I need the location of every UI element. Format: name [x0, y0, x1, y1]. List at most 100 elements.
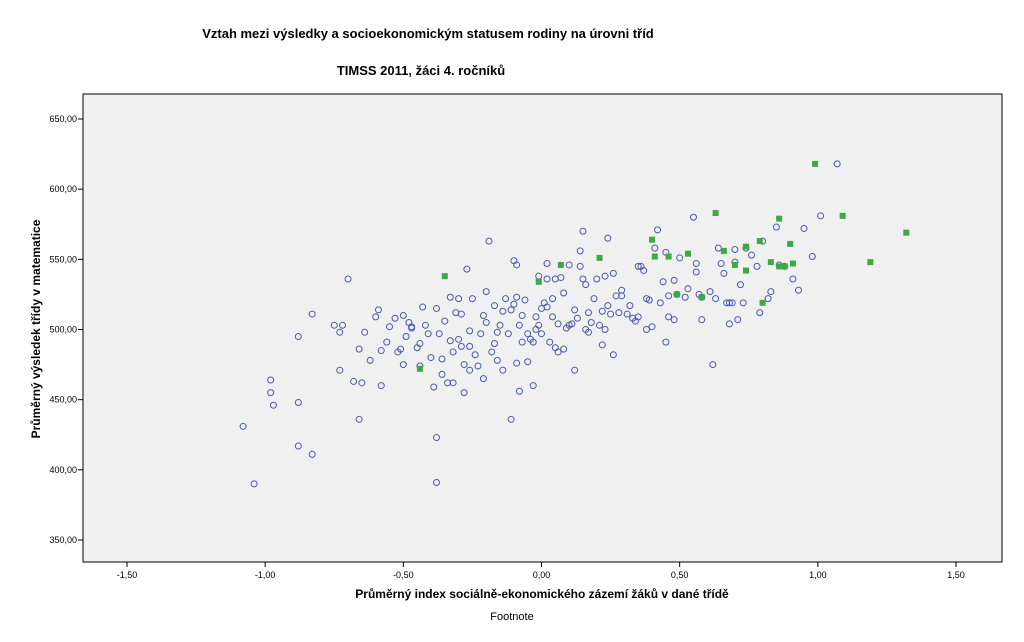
data-point-circle: [712, 295, 720, 303]
data-point-circle: [645, 296, 653, 304]
data-point-circle: [698, 316, 706, 324]
data-point-circle: [457, 310, 465, 318]
data-point-circle: [767, 288, 775, 296]
data-point-circle: [529, 338, 537, 346]
data-point-circle: [794, 286, 802, 294]
data-point-square: [776, 215, 783, 222]
data-point-circle: [546, 338, 554, 346]
data-point-circle: [377, 347, 385, 355]
data-point-circle: [665, 292, 673, 300]
data-point-circle: [402, 333, 410, 341]
data-point-circle: [361, 328, 369, 336]
data-point-circle: [355, 345, 363, 353]
data-point-circle: [269, 401, 277, 409]
data-point-circle: [725, 299, 733, 307]
data-point-square: [867, 259, 874, 266]
data-point-circle: [717, 260, 725, 268]
data-point-circle: [491, 302, 499, 310]
data-point-circle: [438, 355, 446, 363]
data-point-circle: [623, 310, 631, 318]
data-point-circle: [598, 341, 606, 349]
data-point-circle: [416, 340, 424, 348]
data-point-circle: [421, 321, 429, 329]
data-point-circle: [670, 316, 678, 324]
x-tick-label: -1,50: [117, 570, 138, 580]
data-point-square: [698, 294, 705, 301]
data-point-circle: [681, 293, 689, 301]
data-point-circle: [684, 285, 692, 293]
data-point-circle: [493, 328, 501, 336]
data-point-square: [535, 278, 542, 285]
data-point-circle: [662, 338, 670, 346]
y-tick-label: 550,00: [49, 254, 77, 264]
data-point-circle: [504, 330, 512, 338]
data-point-circle: [576, 262, 584, 270]
data-point-circle: [529, 382, 537, 390]
y-axis: 350,00 400,00 450,00 500,00 550,00 600,00 650,…: [49, 114, 83, 545]
data-point-circle: [449, 348, 457, 356]
data-point-circle: [482, 288, 490, 296]
data-point-circle: [576, 247, 584, 255]
data-point-circle: [772, 223, 780, 231]
data-point-circle: [507, 415, 515, 423]
data-point-circle: [460, 389, 468, 397]
data-point-circle: [463, 265, 471, 273]
data-point-square: [557, 261, 564, 268]
data-point-circle: [549, 295, 557, 303]
data-point-circle: [656, 299, 664, 307]
data-point-circle: [477, 330, 485, 338]
data-point-circle: [634, 262, 642, 270]
data-point-circle: [584, 309, 592, 317]
data-point-circle: [643, 326, 651, 333]
data-point-circle: [474, 362, 482, 370]
data-point-circle: [665, 313, 673, 321]
data-point-circle: [397, 345, 405, 353]
data-point-circle: [651, 244, 659, 252]
data-points: [239, 160, 910, 488]
data-point-circle: [485, 237, 493, 245]
data-point-circle: [468, 295, 476, 303]
data-point-circle: [513, 293, 521, 301]
data-point-square: [903, 229, 910, 236]
data-point-circle: [521, 296, 529, 304]
data-point-circle: [432, 478, 440, 486]
y-axis-label: Průměrný výsledek třídy v matematice: [29, 219, 43, 438]
data-point-circle: [659, 278, 667, 286]
data-point-square: [759, 299, 766, 306]
data-point-circle: [513, 359, 521, 367]
data-point-circle: [538, 330, 545, 338]
data-point-circle: [571, 366, 579, 374]
data-point-circle: [239, 422, 247, 430]
data-point-circle: [543, 260, 551, 268]
data-point-circle: [432, 304, 440, 312]
data-point-circle: [479, 375, 487, 383]
data-point-circle: [267, 376, 275, 384]
data-point-circle: [524, 358, 532, 366]
data-point-circle: [640, 267, 648, 275]
data-point-circle: [654, 226, 662, 234]
data-point-circle: [756, 309, 764, 317]
data-point-square: [742, 243, 749, 250]
data-point-circle: [513, 261, 521, 269]
chart-subtitle: TIMSS 2011, žáci 4. ročníků: [336, 63, 506, 78]
data-point-circle: [466, 327, 474, 335]
data-point-circle: [507, 306, 515, 314]
data-point-circle: [626, 302, 634, 310]
data-point-circle: [725, 320, 733, 328]
data-point-circle: [427, 354, 435, 362]
data-point-circle: [518, 311, 526, 319]
data-point-square: [416, 365, 423, 372]
data-point-circle: [554, 348, 562, 356]
data-point-circle: [676, 254, 684, 262]
data-point-circle: [560, 289, 568, 297]
data-point-circle: [466, 342, 474, 350]
x-axis: -1,50 -1,00 -0,50 0,00 0,50 1,00 1,50: [117, 562, 965, 580]
data-point-circle: [808, 253, 816, 261]
plot-area: [82, 93, 1003, 563]
data-point-square: [596, 254, 603, 261]
data-point-circle: [604, 302, 612, 310]
data-point-circle: [518, 338, 526, 346]
data-point-circle: [455, 335, 463, 343]
data-point-circle: [366, 356, 374, 364]
data-point-square: [756, 238, 763, 245]
